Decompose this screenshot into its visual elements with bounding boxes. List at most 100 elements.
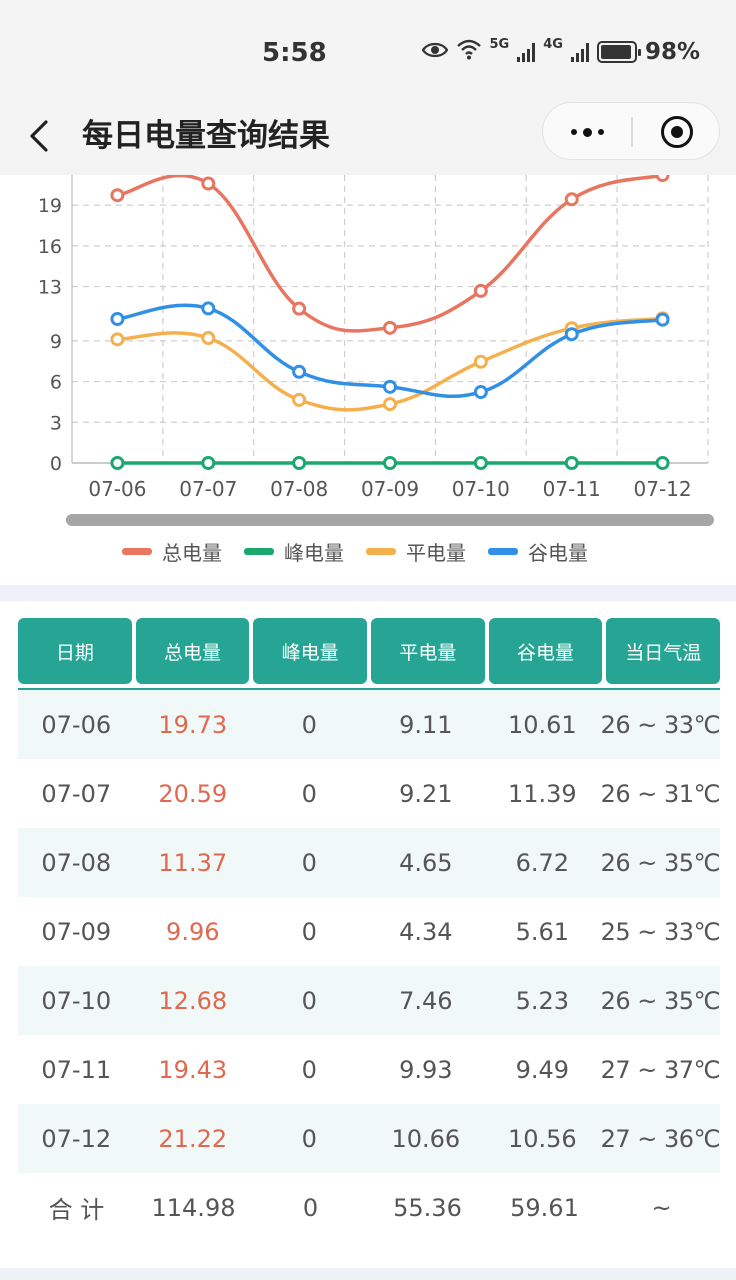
data-table: 日期 总电量 峰电量 平电量 谷电量 当日气温 07-06 19.73 0 9.… bbox=[18, 618, 720, 1242]
data-point bbox=[201, 456, 216, 470]
section-divider bbox=[0, 585, 736, 601]
header-flat[interactable]: 平电量 bbox=[371, 618, 485, 684]
header-total[interactable]: 总电量 bbox=[135, 618, 250, 684]
sum-peak: 0 bbox=[302, 1193, 319, 1222]
wifi-icon bbox=[456, 38, 482, 66]
cell-total: 12.68 bbox=[158, 986, 228, 1015]
cell-temp: 25 ~ 33℃ bbox=[600, 917, 721, 946]
header-peak[interactable]: 峰电量 bbox=[253, 618, 368, 684]
x-tick-label: 07-10 bbox=[452, 477, 510, 501]
chart-area: 0 3 6 9 13 16 19 07-06 07-07 07-08 07-09 07-10 07-11… bbox=[0, 175, 736, 585]
page-title: 每日电量查询结果 bbox=[82, 118, 330, 154]
y-tick-label: 6 bbox=[50, 372, 62, 394]
more-dot-icon bbox=[570, 129, 577, 135]
cell-date: 07-08 bbox=[41, 848, 112, 877]
status-bar: 5:58 5G 4G 98% bbox=[0, 0, 736, 100]
cell-valley: 10.56 bbox=[507, 1124, 577, 1153]
y-tick-label: 16 bbox=[38, 236, 62, 258]
legend-item[interactable]: 总电量 bbox=[122, 537, 222, 566]
header-valley[interactable]: 谷电量 bbox=[488, 618, 603, 684]
cell-flat: 9.11 bbox=[399, 710, 453, 739]
bottom-divider bbox=[0, 1268, 736, 1280]
legend-swatch bbox=[244, 548, 274, 555]
back-button[interactable] bbox=[22, 108, 62, 158]
legend-label: 峰电量 bbox=[284, 541, 344, 565]
cell-temp: 26 ~ 35℃ bbox=[600, 848, 721, 877]
data-point bbox=[201, 301, 216, 316]
data-point bbox=[564, 327, 579, 342]
data-point bbox=[655, 175, 670, 182]
data-point bbox=[292, 364, 307, 379]
data-point bbox=[473, 385, 488, 400]
eye-icon bbox=[421, 40, 448, 65]
cell-flat: 9.21 bbox=[399, 779, 453, 808]
chart-legend: 总电量 峰电量 平电量 谷电量 bbox=[122, 537, 588, 566]
data-point bbox=[383, 320, 397, 335]
cell-valley: 5.61 bbox=[515, 917, 570, 946]
x-tick-label: 07-11 bbox=[543, 477, 601, 501]
y-tick-label: 13 bbox=[38, 277, 62, 299]
sum-total: 114.98 bbox=[151, 1193, 236, 1222]
table-row: 07-12 21.22 0 10.66 10.56 27 ~ 36℃ bbox=[18, 1104, 720, 1173]
mini-program-capsule bbox=[542, 102, 720, 160]
status-time: 5:58 bbox=[262, 38, 327, 68]
legend-label: 总电量 bbox=[162, 541, 222, 565]
cell-peak: 0 bbox=[301, 986, 317, 1015]
cell-total: 19.43 bbox=[158, 1055, 228, 1084]
data-point bbox=[201, 331, 216, 346]
table-body: 07-06 19.73 0 9.11 10.61 26 ~ 33℃ 07-07 … bbox=[18, 690, 720, 1242]
cell-temp: 27 ~ 37℃ bbox=[600, 1055, 721, 1084]
cell-temp: 26 ~ 31℃ bbox=[600, 779, 721, 808]
sum-flat: 55.36 bbox=[393, 1193, 462, 1222]
cell-peak: 0 bbox=[301, 779, 317, 808]
cell-date: 07-09 bbox=[41, 917, 112, 946]
more-button[interactable] bbox=[543, 103, 631, 161]
cell-total: 11.37 bbox=[158, 848, 228, 877]
sum-temp: ~ bbox=[651, 1193, 672, 1222]
data-point bbox=[564, 456, 579, 470]
legend-swatch bbox=[122, 548, 152, 555]
data-point bbox=[110, 312, 125, 326]
legend-item[interactable]: 谷电量 bbox=[488, 537, 588, 566]
nav-bar: 每日电量查询结果 bbox=[0, 100, 736, 175]
table-row: 07-09 9.96 0 4.34 5.61 25 ~ 33℃ bbox=[18, 897, 720, 966]
data-point bbox=[292, 456, 307, 470]
legend-item[interactable]: 峰电量 bbox=[244, 537, 344, 566]
cell-total: 9.96 bbox=[166, 917, 220, 946]
data-point bbox=[292, 301, 307, 316]
cell-total: 21.22 bbox=[158, 1124, 228, 1153]
header-date[interactable]: 日期 bbox=[18, 618, 132, 684]
x-tick-label: 07-07 bbox=[179, 477, 237, 501]
cell-flat: 9.93 bbox=[399, 1055, 453, 1084]
header-temp[interactable]: 当日气温 bbox=[606, 618, 721, 684]
data-point bbox=[473, 456, 488, 470]
line-chart: 0 3 6 9 13 16 19 07-06 07-07 07-08 07-09 07-10 07-11… bbox=[38, 175, 709, 501]
table-row: 07-10 12.68 0 7.46 5.23 26 ~ 35℃ bbox=[18, 966, 720, 1035]
legend-item[interactable]: 平电量 bbox=[366, 537, 466, 566]
cell-temp: 27 ~ 36℃ bbox=[600, 1124, 721, 1153]
battery-icon bbox=[596, 41, 641, 63]
data-point bbox=[110, 332, 125, 347]
cell-peak: 0 bbox=[301, 848, 317, 877]
cell-flat: 4.34 bbox=[399, 917, 453, 946]
cell-peak: 0 bbox=[301, 1055, 317, 1084]
battery-percent: 98% bbox=[644, 39, 700, 65]
data-point bbox=[473, 354, 488, 369]
more-dot-icon bbox=[582, 127, 592, 137]
sum-row: 合 计 114.98 0 55.36 59.61 ~ bbox=[18, 1173, 720, 1242]
chart-scrollbar[interactable] bbox=[66, 514, 714, 526]
data-point bbox=[201, 176, 216, 191]
sum-valley: 59.61 bbox=[510, 1193, 579, 1222]
close-target-icon[interactable] bbox=[661, 116, 693, 148]
x-tick-label: 07-06 bbox=[88, 477, 146, 501]
y-tick-label: 9 bbox=[50, 331, 62, 353]
data-point bbox=[655, 312, 670, 327]
x-tick-label: 07-08 bbox=[270, 477, 328, 501]
cell-date: 07-12 bbox=[41, 1124, 112, 1153]
cell-date: 07-06 bbox=[41, 710, 112, 739]
data-point bbox=[655, 456, 670, 470]
sum-label: 合 计 bbox=[48, 1196, 105, 1224]
cell-flat: 10.66 bbox=[391, 1124, 461, 1153]
x-tick-label: 07-09 bbox=[361, 477, 419, 501]
signal-icon bbox=[517, 42, 536, 62]
